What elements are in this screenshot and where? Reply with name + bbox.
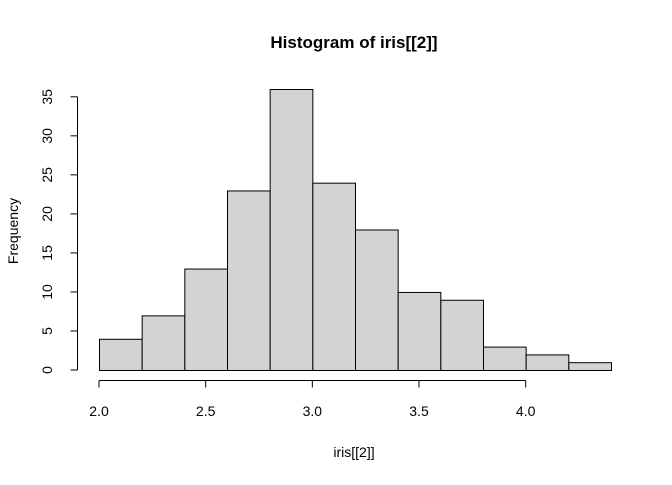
chart-title: Histogram of iris[[2]] (270, 33, 437, 52)
histogram-bar (269, 89, 314, 371)
histogram-bar (141, 315, 186, 372)
y-tick-label: 25 (39, 167, 55, 183)
y-tick-label: 10 (39, 284, 55, 300)
y-tick-label: 35 (39, 89, 55, 105)
histogram-bar (568, 362, 612, 372)
histogram-bar (312, 182, 357, 371)
x-tick-label: 2.5 (196, 403, 216, 419)
histogram-bar (355, 229, 399, 371)
histogram-bar (99, 338, 143, 371)
histogram-bar (397, 291, 442, 372)
y-tick-label: 5 (39, 327, 55, 335)
y-axis-label: Frequency (5, 198, 21, 264)
y-axis: 0 5 10 15 20 25 30 35 (39, 89, 78, 374)
y-tick-label: 0 (39, 366, 55, 374)
histogram-bar (440, 299, 485, 371)
histogram-bar (184, 268, 228, 371)
x-axis: 2.0 2.5 3.0 3.5 4.0 (89, 380, 536, 419)
y-tick-label: 30 (39, 128, 55, 144)
histogram-bar (483, 346, 527, 372)
x-tick-label: 3.5 (409, 403, 429, 419)
x-tick-label: 4.0 (516, 403, 536, 419)
histogram-bar (227, 190, 271, 371)
x-tick-label: 2.0 (89, 403, 109, 419)
histogram-bar (525, 354, 570, 371)
bars-group (99, 89, 612, 372)
y-tick-label: 15 (39, 245, 55, 261)
x-axis-label: iris[[2]] (333, 444, 374, 460)
x-tick-label: 3.0 (303, 403, 323, 419)
y-tick-label: 20 (39, 206, 55, 222)
